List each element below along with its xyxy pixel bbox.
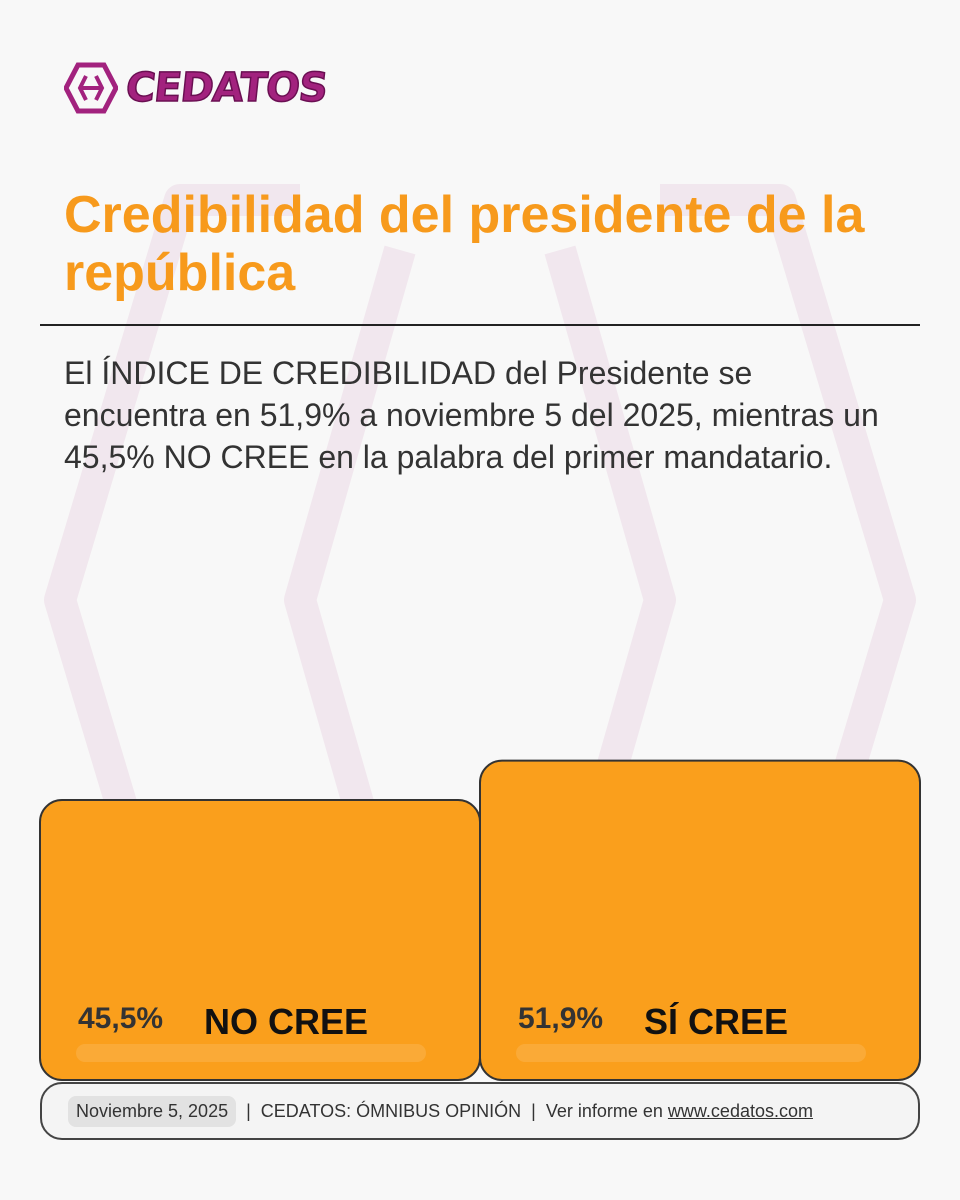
summary-text: El ÍNDICE DE CREDIBILIDAD del Presidente… (64, 355, 879, 475)
title-divider (40, 324, 920, 326)
footer-separator: | (246, 1100, 251, 1121)
footer-date: Noviembre 5, 2025 (68, 1095, 237, 1127)
category-label-no-cree: NO CREE (204, 1001, 368, 1042)
value-label-si-cree: 51,9% (518, 1002, 603, 1035)
category-label-si-cree: SÍ CREE (644, 1001, 788, 1042)
footer-separator: | (531, 1100, 536, 1121)
bar-highlight-si-cree (516, 1044, 866, 1062)
footer-source: CEDATOS: ÓMNIBUS OPINIÓN (260, 1100, 522, 1121)
cedatos-logo: CEDATOS (64, 62, 330, 114)
value-label-no-cree: 45,5% (78, 1002, 163, 1035)
bar-highlight-no-cree (76, 1044, 426, 1062)
cedatos-hexagon-icon (64, 62, 118, 114)
bar-group-si-cree: 51,9% SÍ CREE (479, 759, 921, 1081)
bar-group-no-cree: 45,5% NO CREE (39, 799, 481, 1081)
page-title: Credibilidad del presidente de la repúbl… (64, 186, 865, 302)
footer-report-prefix: Ver informe en (545, 1100, 663, 1121)
bar-si-cree (479, 759, 921, 1081)
footer-bar: Noviembre 5, 2025 | CEDATOS: ÓMNIBUS OPI… (40, 1082, 920, 1140)
report-link[interactable]: www.cedatos.com (667, 1100, 813, 1121)
